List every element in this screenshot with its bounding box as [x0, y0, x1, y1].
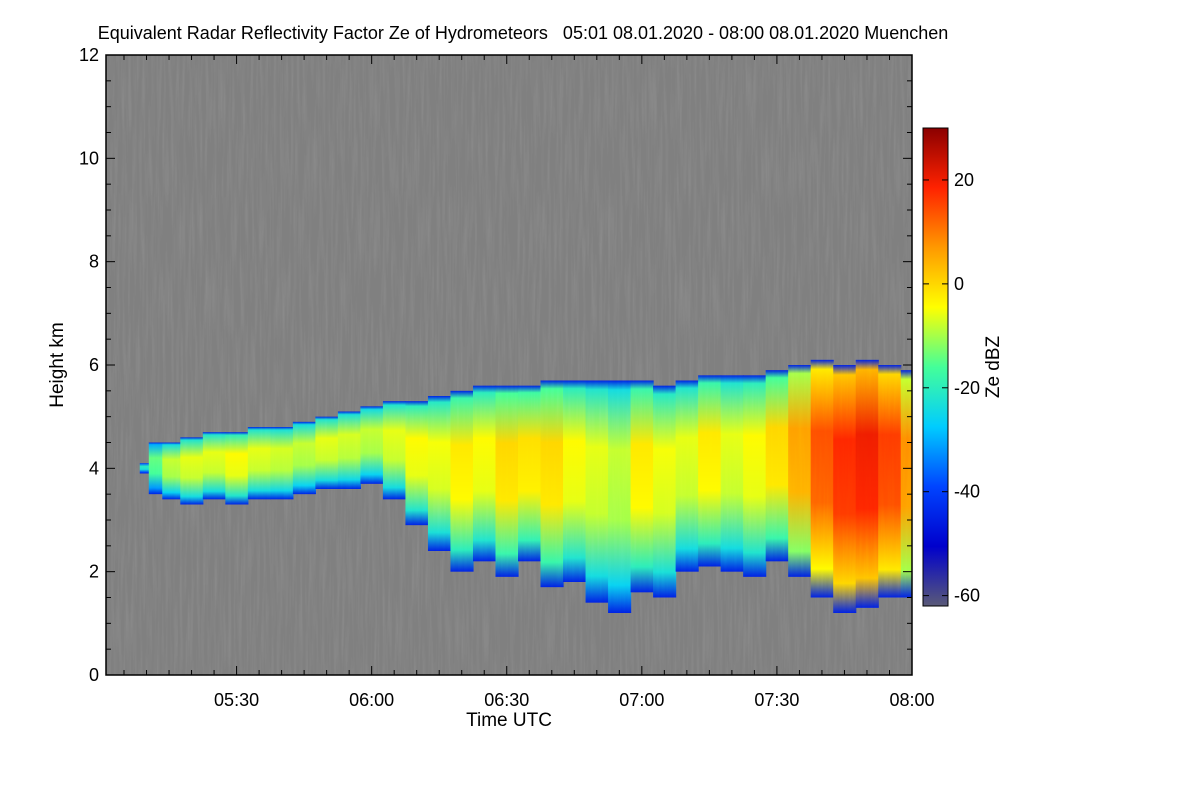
y-tick-label: 2: [89, 562, 99, 582]
colorbar-tick-label: 0: [954, 274, 964, 294]
y-tick-label: 6: [89, 355, 99, 375]
y-tick-label: 12: [79, 45, 99, 65]
colorbar-ticks: 20 0 -20 -40 -60: [923, 170, 980, 606]
y-axis-label: Height km: [47, 322, 68, 408]
echo-texture: [106, 55, 912, 675]
echo-layer: [106, 55, 912, 675]
x-tick-label: 07:30: [754, 690, 799, 710]
colorbar-gradient: [922, 127, 949, 607]
colorbar-label: Ze dBZ: [983, 335, 1004, 398]
y-axis: 0 2 4 6 8 10 12: [79, 45, 912, 685]
x-axis-label: Time UTC: [466, 710, 552, 731]
x-axis: 05:30 06:00 06:30 07:00 07:30 08:00: [123, 55, 935, 710]
x-tick-label: 05:30: [214, 690, 259, 710]
colorbar-tick-label: 20: [954, 170, 974, 190]
y-tick-label: 0: [89, 665, 99, 685]
colorbar: 20 0 -20 -40 -60 Ze dBZ: [922, 127, 1004, 607]
chart-title: Equivalent Radar Reflectivity Factor Ze …: [98, 23, 949, 43]
colorbar-tick-label: -40: [954, 482, 980, 502]
plot-area: 05:30 06:00 06:30 07:00 07:30 08:00 0 2 4 6 8 10 12: [79, 45, 935, 710]
y-tick-label: 10: [79, 148, 99, 168]
y-tick-label: 4: [89, 458, 99, 478]
x-tick-label: 07:00: [619, 690, 664, 710]
x-tick-label: 08:00: [889, 690, 934, 710]
x-tick-label: 06:30: [484, 690, 529, 710]
colorbar-tick-label: -60: [954, 586, 980, 606]
x-tick-label: 06:00: [349, 690, 394, 710]
y-tick-label: 8: [89, 252, 99, 272]
colorbar-tick-label: -20: [954, 378, 980, 398]
